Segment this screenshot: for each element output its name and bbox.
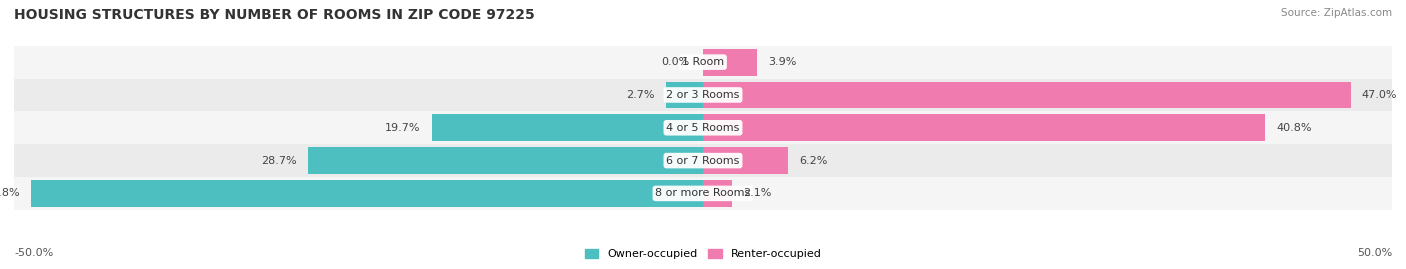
Bar	[703, 147, 789, 174]
Text: 2.1%: 2.1%	[742, 188, 772, 199]
Text: 2.7%: 2.7%	[626, 90, 655, 100]
Text: 28.7%: 28.7%	[262, 155, 297, 166]
Text: 50.0%: 50.0%	[1357, 248, 1392, 258]
Bar	[703, 180, 733, 207]
Text: 3.9%: 3.9%	[768, 57, 796, 67]
Bar	[666, 82, 703, 108]
Bar	[31, 180, 703, 207]
Text: Source: ZipAtlas.com: Source: ZipAtlas.com	[1281, 8, 1392, 18]
Text: 8 or more Rooms: 8 or more Rooms	[655, 188, 751, 199]
Bar	[14, 177, 1392, 210]
Legend: Owner-occupied, Renter-occupied: Owner-occupied, Renter-occupied	[581, 244, 825, 263]
Text: 1 Room: 1 Room	[682, 57, 724, 67]
Bar	[308, 147, 703, 174]
Text: -50.0%: -50.0%	[14, 248, 53, 258]
Bar	[703, 49, 756, 76]
Text: 48.8%: 48.8%	[0, 188, 20, 199]
Bar	[14, 111, 1392, 144]
Bar	[14, 79, 1392, 111]
Text: 47.0%: 47.0%	[1361, 90, 1398, 100]
Text: HOUSING STRUCTURES BY NUMBER OF ROOMS IN ZIP CODE 97225: HOUSING STRUCTURES BY NUMBER OF ROOMS IN…	[14, 8, 534, 22]
Text: 6 or 7 Rooms: 6 or 7 Rooms	[666, 155, 740, 166]
Bar	[14, 144, 1392, 177]
Text: 2 or 3 Rooms: 2 or 3 Rooms	[666, 90, 740, 100]
Text: 6.2%: 6.2%	[800, 155, 828, 166]
Bar	[14, 46, 1392, 79]
Bar	[432, 114, 703, 141]
Text: 4 or 5 Rooms: 4 or 5 Rooms	[666, 123, 740, 133]
Text: 0.0%: 0.0%	[661, 57, 689, 67]
Text: 40.8%: 40.8%	[1277, 123, 1312, 133]
Bar	[703, 114, 1265, 141]
Bar	[703, 82, 1351, 108]
Text: 19.7%: 19.7%	[385, 123, 420, 133]
